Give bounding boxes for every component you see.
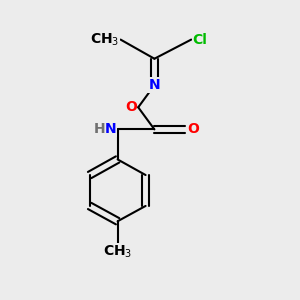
Text: N: N: [148, 78, 160, 92]
Text: N: N: [104, 122, 116, 136]
Text: O: O: [125, 100, 137, 114]
Text: O: O: [187, 122, 199, 136]
Text: CH$_3$: CH$_3$: [103, 243, 132, 260]
Text: H: H: [93, 122, 105, 136]
Text: Cl: Cl: [193, 33, 208, 46]
Text: CH$_3$: CH$_3$: [90, 32, 119, 48]
